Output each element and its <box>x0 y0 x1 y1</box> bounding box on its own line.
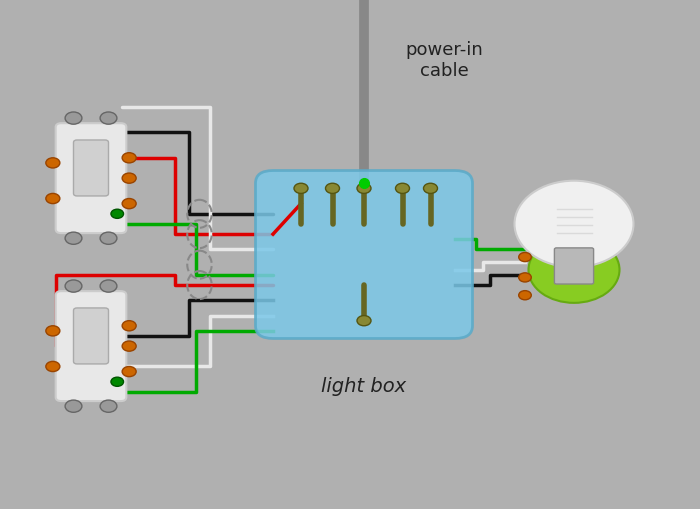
Circle shape <box>46 361 60 372</box>
Circle shape <box>46 326 60 336</box>
Circle shape <box>357 183 371 193</box>
FancyBboxPatch shape <box>55 123 126 233</box>
Circle shape <box>100 112 117 124</box>
Circle shape <box>519 291 531 300</box>
Circle shape <box>100 232 117 244</box>
FancyBboxPatch shape <box>55 291 126 401</box>
Circle shape <box>519 273 531 282</box>
Circle shape <box>122 366 136 377</box>
Circle shape <box>528 237 620 303</box>
Circle shape <box>46 193 60 204</box>
Circle shape <box>357 316 371 326</box>
FancyBboxPatch shape <box>554 248 594 284</box>
Circle shape <box>519 252 531 262</box>
Circle shape <box>395 183 409 193</box>
Circle shape <box>65 280 82 292</box>
Circle shape <box>514 181 634 267</box>
Circle shape <box>122 199 136 209</box>
Circle shape <box>294 183 308 193</box>
Circle shape <box>65 112 82 124</box>
Text: power-in
cable: power-in cable <box>405 41 484 79</box>
FancyBboxPatch shape <box>256 171 472 338</box>
Text: light box: light box <box>321 377 407 395</box>
Circle shape <box>122 321 136 331</box>
FancyBboxPatch shape <box>74 308 108 364</box>
Circle shape <box>111 377 123 386</box>
Circle shape <box>46 158 60 168</box>
Circle shape <box>100 280 117 292</box>
FancyBboxPatch shape <box>74 140 108 196</box>
Circle shape <box>122 153 136 163</box>
Circle shape <box>122 173 136 183</box>
Circle shape <box>65 400 82 412</box>
Circle shape <box>326 183 340 193</box>
Circle shape <box>424 183 438 193</box>
Circle shape <box>65 232 82 244</box>
Circle shape <box>122 341 136 351</box>
Circle shape <box>111 209 123 218</box>
Circle shape <box>100 400 117 412</box>
